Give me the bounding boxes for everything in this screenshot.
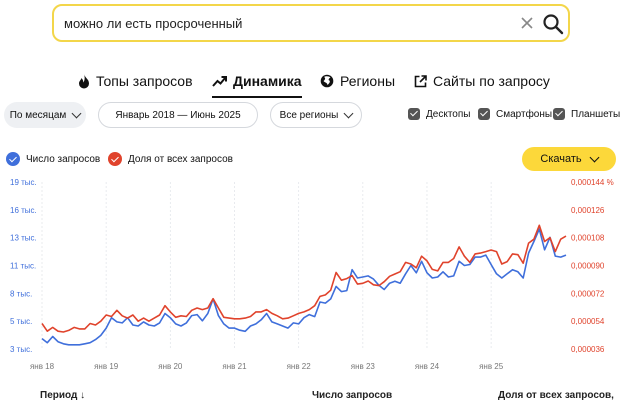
tab-sites-label: Сайты по запросу	[433, 73, 550, 89]
y-right-tick-label: 0,000072	[571, 289, 605, 298]
download-label: Скачать	[540, 153, 582, 165]
x-tick-label: янв 24	[415, 362, 440, 371]
legend-count[interactable]: Число запросов	[6, 150, 100, 168]
checkbox-checked-icon	[478, 108, 490, 120]
x-axis: янв 18 янв 19 янв 20 янв 21 янв 22 янв 23 янв …	[30, 362, 504, 371]
checkbox-checked-icon	[408, 108, 420, 120]
region-select-label: Все регионы	[279, 109, 339, 121]
check-circle-icon	[108, 152, 122, 166]
chevron-down-icon	[71, 108, 82, 118]
series-count-line	[41, 228, 567, 346]
x-tick-label: янв 21	[222, 362, 247, 371]
x-tick-label: янв 22	[287, 362, 312, 371]
tablet-label: Планшеты	[571, 108, 620, 120]
check-circle-icon	[6, 152, 20, 166]
download-button[interactable]: Скачать	[522, 147, 616, 171]
y-right-tick-label: 0,000108	[571, 234, 605, 243]
tablet-checkbox[interactable]: Планшеты	[553, 108, 620, 120]
date-range-label: Январь 2018 — Июнь 2025	[115, 109, 241, 121]
tab-dynamics-label: Динамика	[233, 73, 302, 89]
desktop-label: Десктопы	[426, 108, 471, 120]
region-select[interactable]: Все регионы	[270, 102, 362, 128]
chevron-down-icon	[589, 152, 600, 162]
dynamics-chart: 19 тыс. 16 тыс. 13 тыс. 11 тыс. 8 тыс. 5 тыс.…	[10, 178, 614, 371]
y-right-tick-label: 0,000144 %	[571, 178, 614, 187]
y-left-tick-label: 13 тыс.	[10, 234, 37, 243]
date-range-picker[interactable]: Январь 2018 — Июнь 2025	[98, 102, 258, 128]
y-right-tick-label: 0,000090	[571, 262, 605, 271]
fire-icon	[79, 73, 89, 88]
x-tick-label: янв 18	[30, 362, 55, 371]
chart-lines	[41, 224, 567, 346]
filter-bar: По месяцам Январь 2018 — Июнь 2025 Все р…	[0, 100, 620, 132]
y-axis-right: 0,000144 % 0,000126 0,000108 0,000090 0,0000…	[571, 178, 614, 354]
period-select-label: По месяцам	[9, 109, 67, 121]
y-left-tick-label: 5 тыс.	[10, 317, 32, 326]
y-left-tick-label: 16 тыс.	[10, 206, 37, 215]
tab-regions-label: Регионы	[340, 73, 396, 89]
tab-dynamics[interactable]: Динамика	[212, 68, 302, 98]
col-share[interactable]: Доля от всех запросов, %	[498, 390, 614, 400]
checkbox-checked-icon	[553, 108, 565, 120]
x-tick-label: янв 20	[158, 362, 183, 371]
external-link-icon	[414, 74, 427, 87]
y-right-tick-label: 0,000036	[571, 345, 605, 354]
x-tick-label: янв 25	[479, 362, 504, 371]
y-left-tick-label: 8 тыс.	[10, 289, 32, 298]
globe-icon	[320, 74, 334, 88]
legend-count-label: Число запросов	[26, 153, 101, 165]
y-axis-left: 19 тыс. 16 тыс. 13 тыс. 11 тыс. 8 тыс. 5 тыс.…	[10, 178, 37, 354]
x-tick-label: янв 23	[351, 362, 376, 371]
legend-share[interactable]: Доля от всех запросов	[108, 150, 233, 168]
search-icon[interactable]	[541, 12, 565, 36]
smartphone-label: Смартфоны	[496, 108, 553, 120]
y-left-tick-label: 19 тыс.	[10, 178, 37, 187]
search-bar: можно ли есть просроченный	[52, 4, 570, 42]
search-input[interactable]: можно ли есть просроченный	[64, 16, 243, 31]
chevron-down-icon	[343, 108, 354, 118]
trend-icon	[212, 76, 227, 87]
y-left-tick-label: 3 тыс.	[10, 345, 32, 354]
tab-tops-label: Топы запросов	[96, 73, 193, 89]
desktop-checkbox[interactable]: Десктопы	[408, 108, 470, 120]
tab-tops[interactable]: Топы запросов	[78, 68, 193, 94]
col-period[interactable]: Период ↓	[40, 390, 86, 400]
clear-icon[interactable]	[516, 12, 538, 34]
x-tick-label: янв 19	[94, 362, 119, 371]
y-right-tick-label: 0,000054	[571, 317, 605, 326]
col-count[interactable]: Число запросов	[312, 390, 393, 400]
series-share-line	[41, 224, 567, 333]
tab-sites[interactable]: Сайты по запросу	[414, 68, 550, 94]
active-tab-underline	[212, 96, 302, 98]
tab-regions[interactable]: Регионы	[320, 68, 395, 94]
y-right-tick-label: 0,000126	[571, 206, 605, 215]
legend-share-label: Доля от всех запросов	[128, 153, 233, 165]
period-select[interactable]: По месяцам	[4, 102, 86, 128]
smartphone-checkbox[interactable]: Смартфоны	[478, 108, 552, 120]
tab-bar: Топы запросов Динамика Регионы Сайты по …	[0, 62, 620, 98]
y-left-tick-label: 11 тыс.	[10, 262, 36, 271]
